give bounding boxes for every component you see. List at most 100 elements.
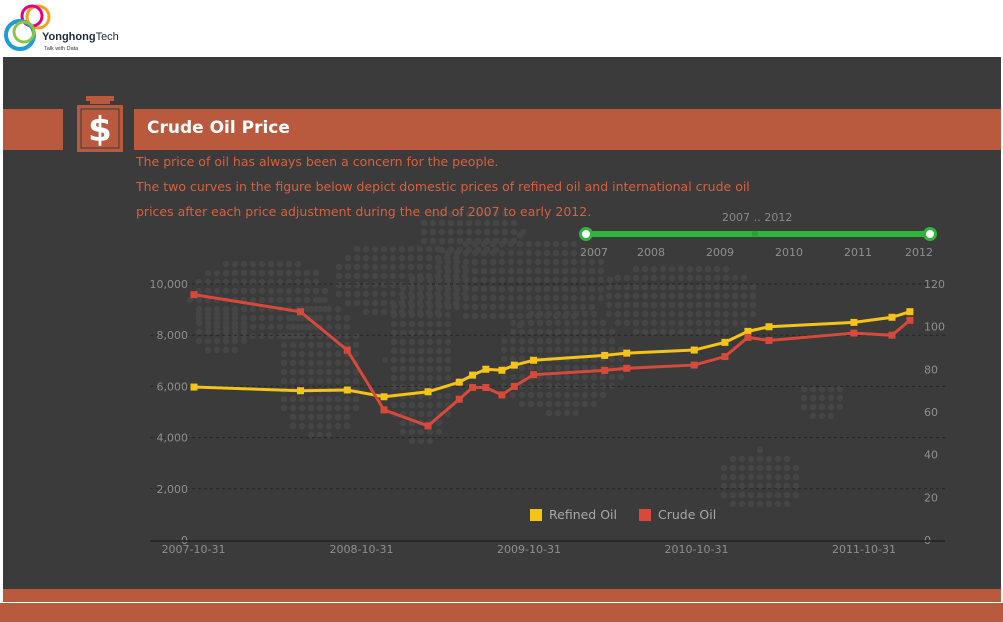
map-dot [498, 276, 506, 284]
map-dot [713, 274, 721, 282]
map-dot [307, 368, 315, 376]
map-dot [704, 283, 712, 291]
map-dot [399, 293, 407, 301]
map-dot [334, 305, 342, 313]
map-dot [325, 359, 333, 367]
map-dot [552, 249, 560, 257]
map-dot [738, 500, 746, 508]
map-dot [435, 374, 443, 382]
map-dot [590, 310, 598, 318]
map-dot [563, 328, 571, 336]
map-dot [438, 246, 446, 254]
map-dot [267, 260, 275, 268]
map-dot [444, 365, 452, 373]
map-dot [570, 258, 578, 266]
map-dot [353, 254, 361, 262]
map-dot [343, 314, 351, 322]
map-dot [231, 337, 239, 345]
page-title: Crude Oil Price [147, 118, 290, 138]
range-slider-track[interactable] [586, 231, 931, 237]
map-dot [480, 258, 488, 266]
map-dot [516, 294, 524, 302]
map-dot [731, 283, 739, 291]
map-dot [597, 285, 605, 293]
map-dot [352, 404, 360, 412]
map-dot [280, 377, 288, 385]
map-dot [650, 310, 658, 318]
legend-label-crude: Crude Oil [658, 507, 717, 522]
legend-item-crude[interactable]: Crude Oil [639, 507, 716, 522]
range-slider-grip[interactable]: ||| [752, 230, 759, 237]
refined-oil-point [424, 388, 432, 396]
map-dot [195, 305, 203, 313]
refined-oil-point [850, 318, 858, 326]
map-dot [438, 228, 446, 236]
map-dot [417, 275, 425, 283]
map-dot [298, 341, 306, 349]
map-dot [534, 285, 542, 293]
range-slider-end-handle[interactable] [923, 227, 937, 241]
map-dot [399, 338, 407, 346]
map-dot [456, 210, 464, 218]
map-dot [353, 281, 361, 289]
map-dot [399, 356, 407, 364]
map-dot [659, 319, 667, 327]
map-dot [307, 350, 315, 358]
crude-oil-point [906, 316, 914, 324]
map-dot [641, 310, 649, 318]
refined-oil-point [690, 346, 698, 354]
map-dot [480, 285, 488, 293]
map-dot [417, 365, 425, 373]
legend-item-refined[interactable]: Refined Oil [530, 507, 617, 522]
map-dot [572, 310, 580, 318]
map-dot [222, 346, 230, 354]
map-dot [543, 267, 551, 275]
map-dot [570, 267, 578, 275]
map-dot [713, 283, 721, 291]
map-dot [617, 373, 625, 381]
map-dot [334, 377, 342, 385]
crude-oil-point [530, 371, 538, 379]
map-dot [563, 364, 571, 372]
map-dot [599, 319, 607, 327]
map-dot [444, 285, 452, 293]
x-axis-tick-label: 2009-10-31 [497, 543, 561, 556]
map-dot [435, 329, 443, 337]
map-dot [343, 377, 351, 385]
map-dot [213, 337, 221, 345]
map-dot [756, 500, 764, 508]
map-dot [563, 346, 571, 354]
map-dot [426, 401, 434, 409]
map-dot [561, 267, 569, 275]
map-dot [480, 294, 488, 302]
map-dot [527, 319, 535, 327]
map-dot [258, 287, 266, 295]
map-dot [543, 303, 551, 311]
map-dot [756, 482, 764, 490]
map-dot [399, 320, 407, 328]
map-dot [289, 332, 297, 340]
map-dot [720, 464, 728, 472]
map-dot [632, 283, 640, 291]
map-dot [213, 287, 221, 295]
map-dot [435, 428, 443, 436]
map-dot [713, 319, 721, 327]
map-dot [534, 267, 542, 275]
map-dot [554, 409, 562, 417]
map-dot [325, 395, 333, 403]
map-dot [617, 346, 625, 354]
map-dot [312, 287, 320, 295]
map-dot [195, 319, 203, 327]
map-dot [222, 305, 230, 313]
map-dot [722, 274, 730, 282]
map-dot [231, 269, 239, 277]
map-dot [408, 284, 416, 292]
map-dot [650, 274, 658, 282]
map-dot [722, 265, 730, 273]
map-dot [695, 283, 703, 291]
map-dot [417, 392, 425, 400]
range-slider-start-handle[interactable] [579, 227, 593, 241]
map-dot [471, 258, 479, 266]
map-dot [740, 292, 748, 300]
map-dot [289, 314, 297, 322]
